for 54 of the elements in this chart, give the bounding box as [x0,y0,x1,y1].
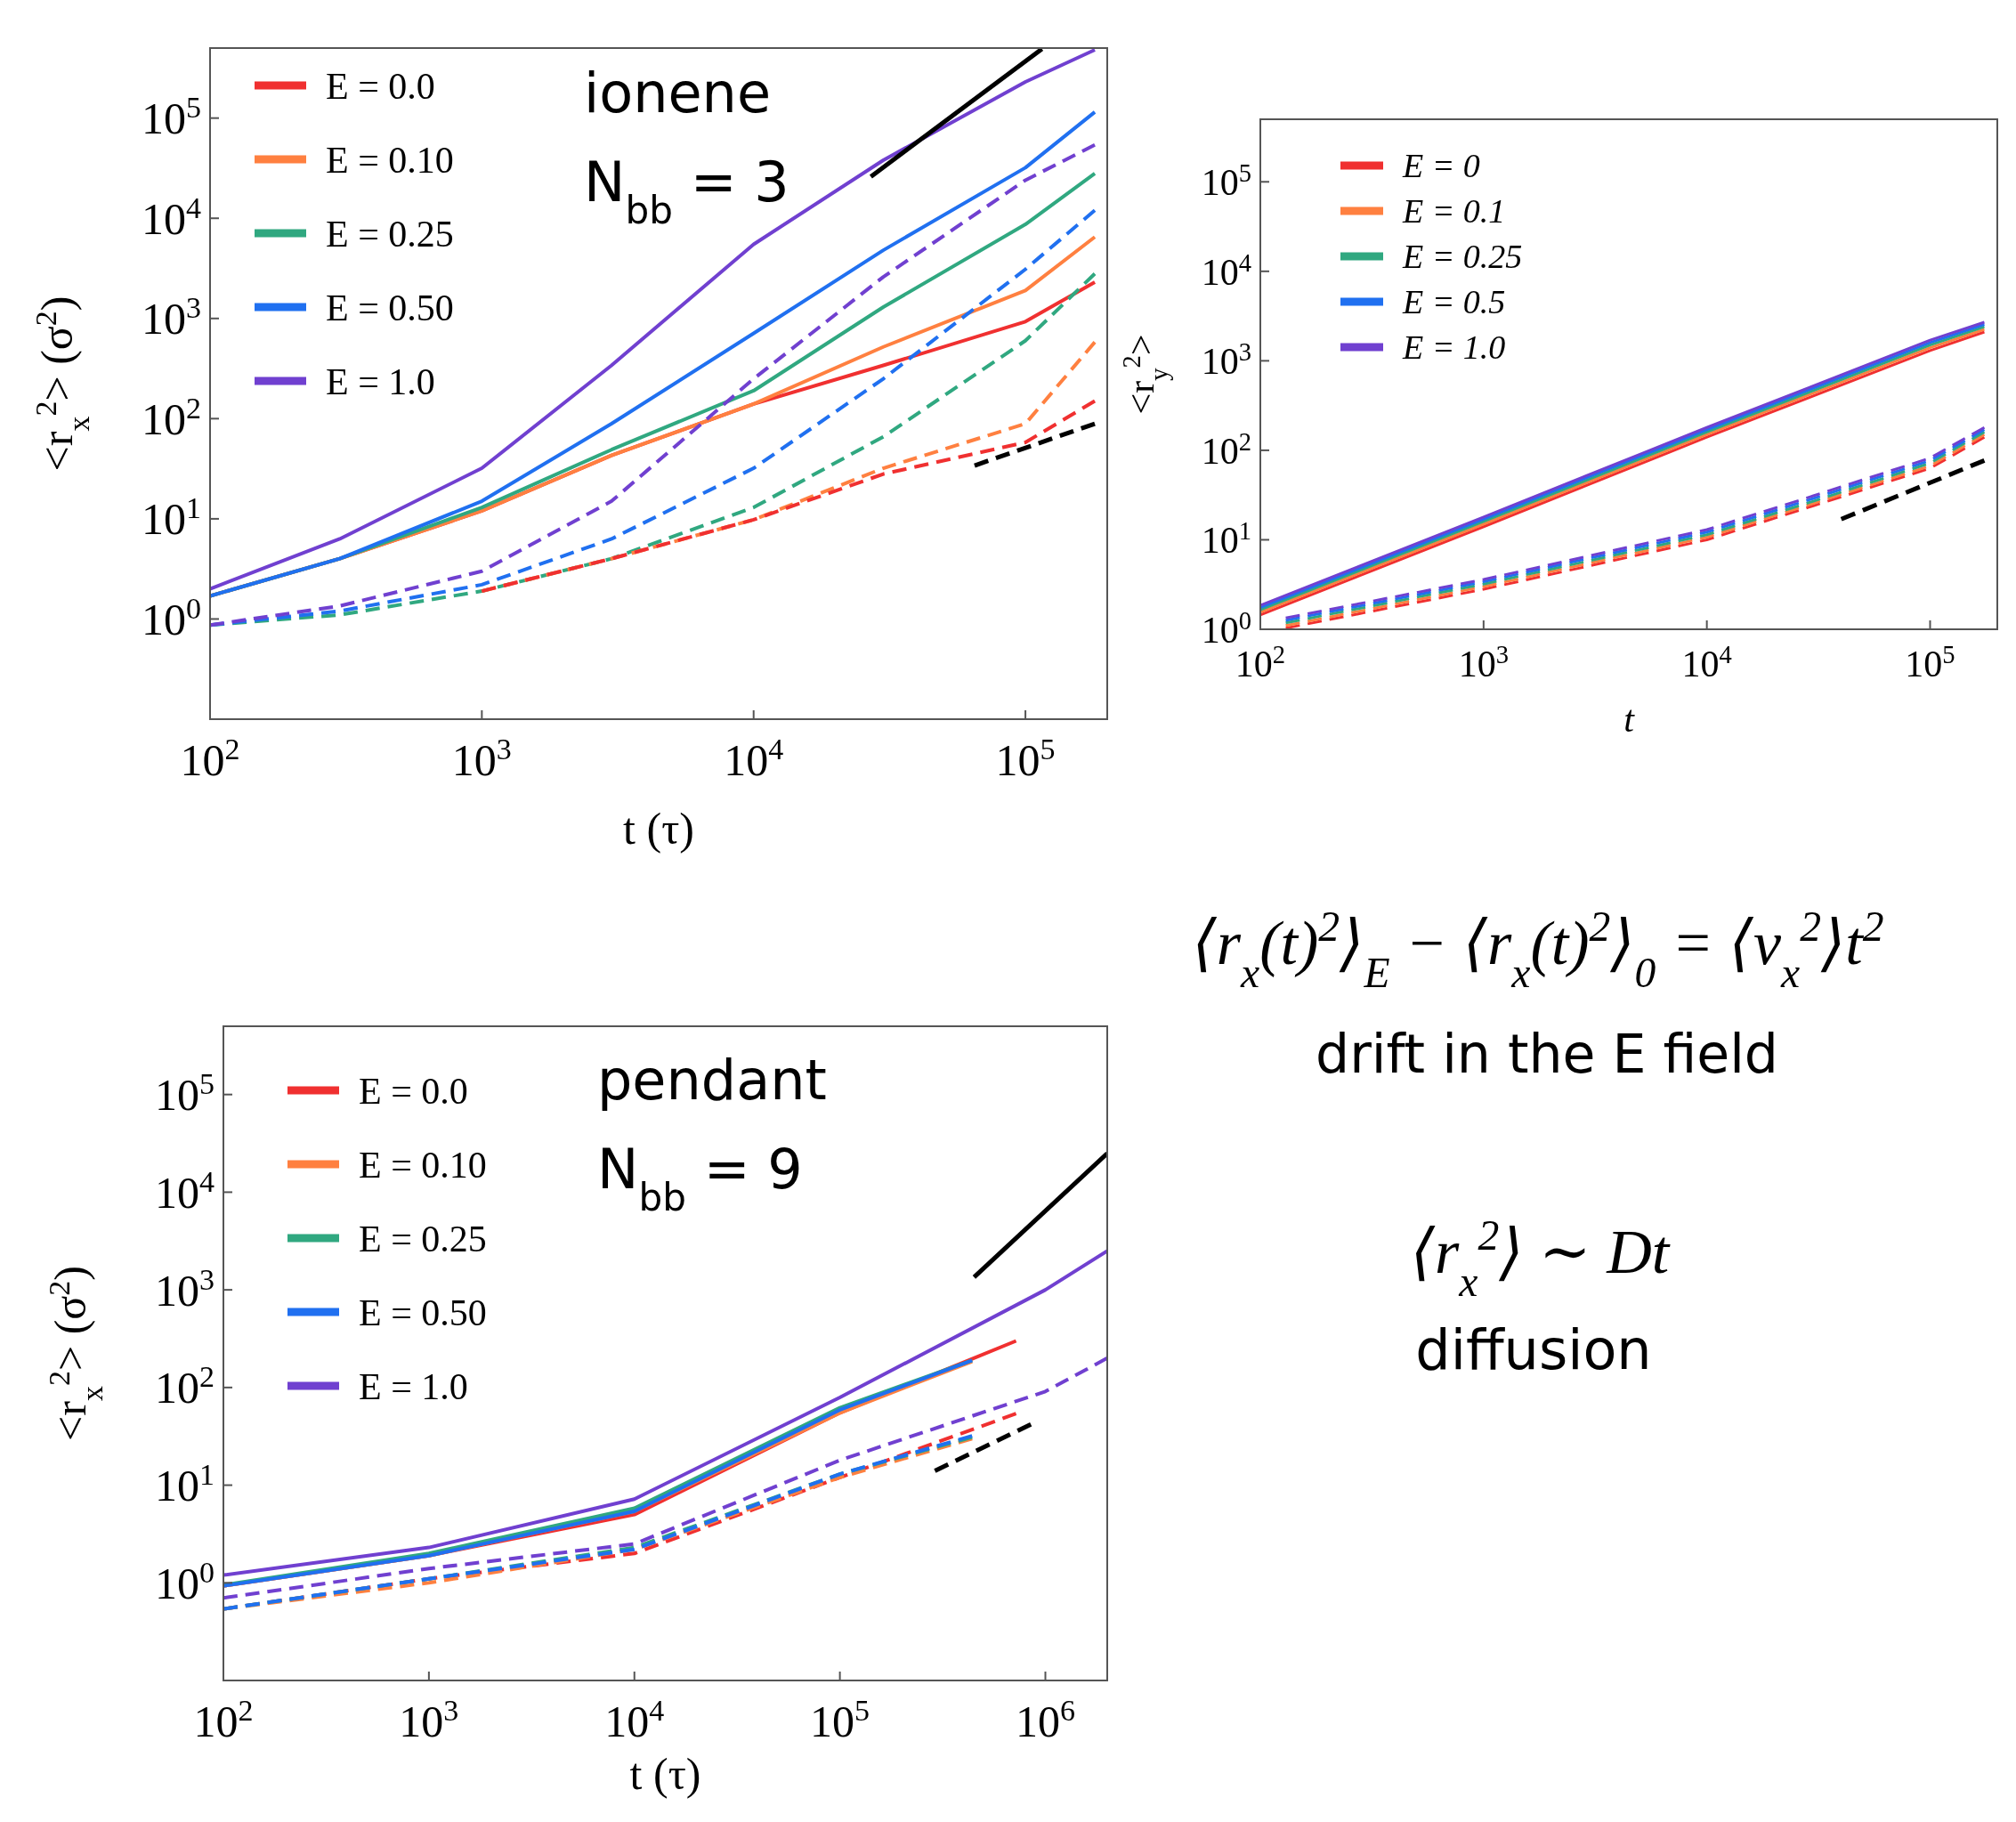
x-tick-label: 10$^{5}$ [995,732,1056,785]
x-axis-title: t (τ) [629,1749,701,1799]
y-tick-label: 10$^{3}$ [142,290,201,344]
legend-label: E = 0.10 [359,1144,487,1186]
x-tick-label: 10$^{3}$ [451,732,512,785]
y-tick-label: 10$^{1}$ [1201,516,1251,562]
y-tick-label: 10$^{1}$ [155,1457,215,1511]
annotation: pendant [597,1048,827,1113]
legend-label: E = 0.10 [326,139,454,181]
y-tick-label: 10$^{2}$ [155,1359,215,1413]
y-tick-label: 10$^{4}$ [1201,248,1251,293]
legend-label: E = 0.25 [326,213,454,255]
text: diffusion [1415,1317,1652,1382]
x-tick-label: 10$^{2}$ [193,1693,254,1746]
legend-label: E = 0 [1402,147,1480,185]
x-tick-label: 10$^{4}$ [724,732,784,785]
legend-label: E = 0.50 [359,1292,487,1333]
y-tick-label: 10$^{5}$ [155,1066,215,1121]
annotation: N$_{bb}$ = 3 [584,150,789,232]
y-tick-label: 10$^{2}$ [1201,427,1251,472]
annotation: N$_{bb}$ = 9 [597,1137,803,1219]
legend-label: E = 0.0 [326,65,435,107]
legend-label: E = 0.25 [359,1218,487,1259]
legend-label: E = 1.0 [359,1365,468,1407]
x-tick-label: 10$^{3}$ [1458,640,1509,684]
y-tick-label: 10$^{3}$ [155,1262,215,1316]
y-tick-label: 10$^{1}$ [142,490,201,545]
legend-label: E = 1.0 [1402,328,1506,367]
y-tick-label: 10$^{5}$ [142,90,201,144]
x-axis-title: t (τ) [623,804,694,854]
x-tick-label: 10$^{5}$ [1905,640,1955,684]
y-tick-label: 10$^{3}$ [1201,337,1251,383]
legend-label: E = 0.25 [1402,238,1523,276]
y-tick-label: 10$^{0}$ [155,1555,215,1608]
y-tick-label: 10$^{5}$ [1201,158,1251,203]
text: ⟨r$_{x}$$^{2}$⟩ ∼ Dt [1410,1212,1671,1305]
y-tick-label: 10$^{4}$ [155,1164,215,1218]
annotation: ionene [584,61,772,126]
legend-label: E = 0.0 [359,1070,468,1112]
legend-label: E = 0.5 [1402,283,1506,321]
x-tick-label: 10$^{6}$ [1016,1693,1075,1746]
x-axis-title: t [1623,699,1636,740]
text: drift in the E field [1316,1023,1778,1085]
x-tick-label: 10$^{3}$ [399,1693,459,1746]
legend-label: E = 1.0 [326,360,435,402]
legend-label: E = 0.1 [1402,192,1506,231]
y-tick-label: 10$^{0}$ [142,591,201,644]
text: ⟨r$_{x}$(t)$^{2}$⟩$_{E}$ − ⟨r$_{x}$(t)$^{2}$⟩$_{0}$ = ⟨v$_{x}$$^{2}$⟩t$^{2}$ [1192,903,1884,996]
legend-label: E = 0.50 [326,287,454,328]
x-tick-label: 10$^{5}$ [810,1693,870,1746]
y-tick-label: 10$^{2}$ [142,391,201,444]
x-tick-label: 10$^{4}$ [604,1693,665,1746]
y-tick-label: 10$^{4}$ [142,190,201,244]
x-tick-label: 10$^{4}$ [1681,640,1732,684]
